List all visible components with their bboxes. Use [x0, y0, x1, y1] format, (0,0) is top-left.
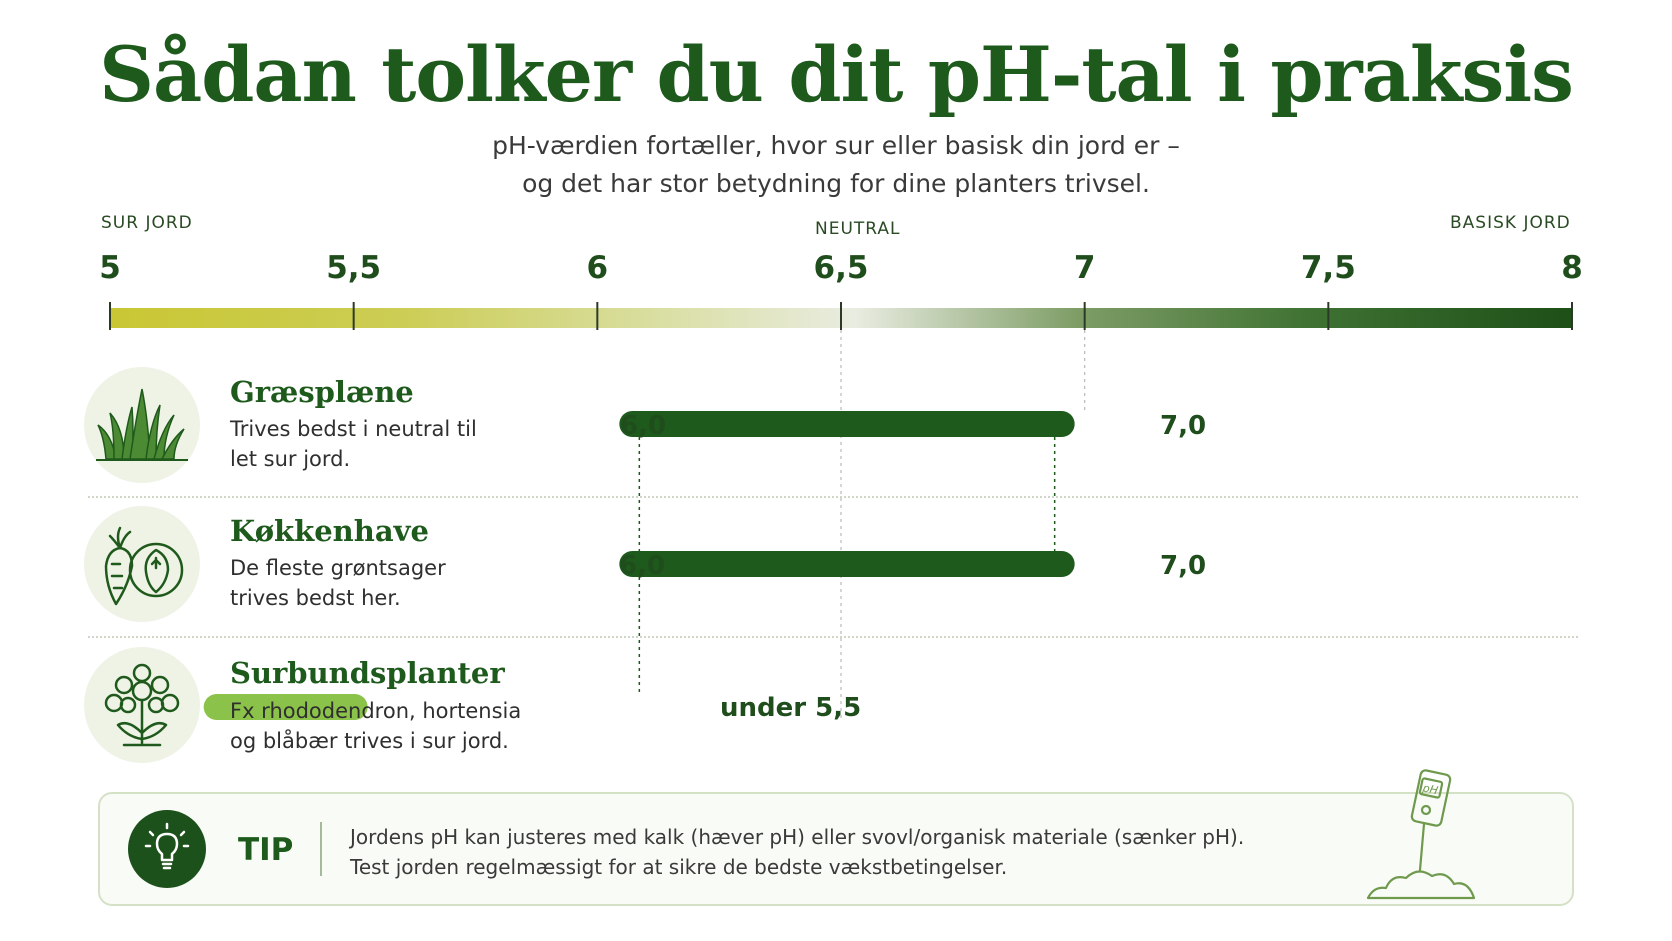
row-description: Fx rhododendron, hortensia og blåbær tri… — [230, 696, 521, 756]
tip-text: Jordens pH kan justeres med kalk (hæver … — [350, 822, 1244, 882]
grass-icon — [84, 367, 200, 483]
scale-tick-label: 5 — [99, 250, 121, 286]
page-subtitle: pH-værdien fortæller, hvor sur eller bas… — [0, 127, 1672, 203]
range-min-label: 6,0 — [620, 411, 667, 441]
row-title: Surbundsplanter — [230, 656, 505, 690]
row-description-line: trives bedst her. — [230, 586, 401, 610]
acid-soil-label: SUR JORD — [101, 213, 193, 233]
range-max-label: 7,0 — [1160, 411, 1207, 441]
scale-tick-label: 7,5 — [1300, 250, 1356, 286]
page-title: Sådan tolker du dit pH-tal i praksis — [99, 30, 1574, 119]
row-description-line: og blåbær trives i sur jord. — [230, 729, 509, 753]
vegetables-icon — [84, 506, 200, 622]
ph-meter-text: pH — [1421, 781, 1440, 797]
subtitle-line: og det har stor betydning for dine plant… — [522, 169, 1150, 198]
scale-tick-label: 8 — [1561, 250, 1583, 286]
range-label: under 5,5 — [720, 693, 862, 723]
scale-tick-label: 6,5 — [813, 250, 869, 286]
ph-meter-icon: pH — [1366, 769, 1476, 900]
row-description-line: let sur jord. — [230, 447, 351, 471]
row-title: Køkkenhave — [230, 514, 429, 548]
tip-box: TIP Jordens pH kan justeres med kalk (hæ… — [98, 769, 1574, 906]
ph-range-bar — [619, 551, 1075, 577]
range-min-label: 6,0 — [619, 551, 666, 581]
scale-tick-label: 7 — [1073, 250, 1096, 286]
row-description-line: De fleste grøntsager — [230, 556, 446, 580]
row-description-line: Fx rhododendron, hortensia — [230, 699, 522, 723]
row-description-line: Trives bedst i neutral til — [230, 417, 477, 441]
basic-soil-label: BASISK JORD — [1450, 213, 1571, 233]
tip-text-line: Test jorden regelmæssigt for at sikre de… — [350, 855, 1008, 879]
row-description: De fleste grøntsager trives bedst her. — [230, 553, 446, 613]
flower-icon — [84, 647, 200, 763]
range-max-label: 7,0 — [1160, 551, 1207, 581]
row-description: Trives bedst i neutral til let sur jord. — [230, 414, 477, 474]
neutral-label: NEUTRAL — [815, 219, 901, 239]
lightbulb-icon — [128, 810, 206, 888]
tip-text-line: Jordens pH kan justeres med kalk (hæver … — [350, 825, 1245, 849]
row-divider — [88, 636, 1578, 638]
tip-separator — [320, 822, 322, 876]
row-divider — [88, 496, 1578, 498]
subtitle-line: pH-værdien fortæller, hvor sur eller bas… — [492, 131, 1180, 160]
scale-tick-label: 6 — [586, 250, 609, 286]
ph-range-bar — [619, 411, 1075, 437]
tip-label: TIP — [238, 832, 294, 868]
scale-tick-label: 5,5 — [326, 250, 382, 286]
ph-range-bar — [203, 694, 368, 720]
row-title: Græsplæne — [230, 375, 414, 409]
